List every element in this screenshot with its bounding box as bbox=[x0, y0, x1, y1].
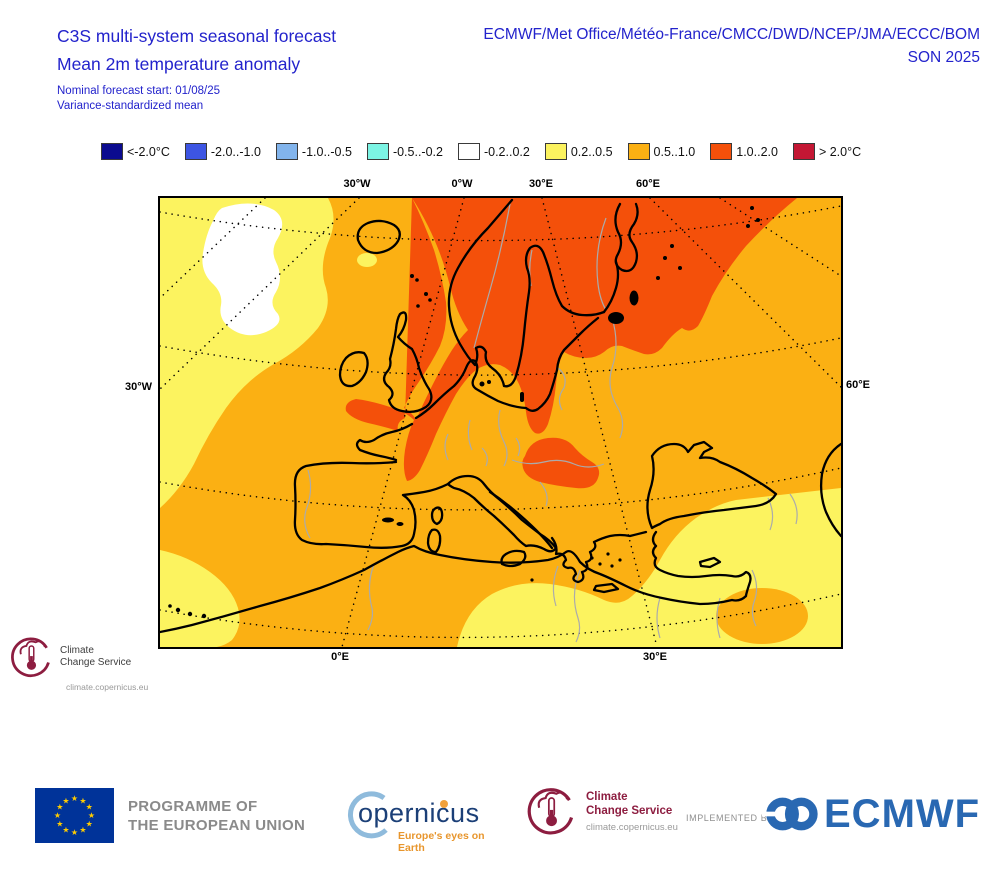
copernicus-tagline: Europe's eyes on Earth bbox=[398, 830, 485, 854]
copernicus-sun-dot-icon bbox=[440, 800, 448, 808]
svg-text:★: ★ bbox=[62, 796, 69, 805]
map-region-yellow-southwest bbox=[160, 550, 240, 647]
legend-item: 0.5..1.0 bbox=[627, 143, 696, 160]
legend-swatch bbox=[275, 143, 298, 160]
header-right: ECMWF/Met Office/Météo-France/CMCC/DWD/N… bbox=[483, 25, 980, 71]
axis-label-top-60e: 60°E bbox=[636, 178, 660, 190]
color-legend: <-2.0°C -2.0..-1.0 -1.0..-0.5 -0.5..-0.2… bbox=[101, 143, 876, 160]
svg-text:★: ★ bbox=[86, 803, 93, 812]
legend-item: -0.2..0.2 bbox=[457, 143, 530, 160]
map-region-yellow-northwest bbox=[160, 198, 334, 508]
legend-swatch bbox=[544, 143, 567, 160]
ecmwf-wordmark: ECMWF bbox=[824, 791, 981, 836]
c3s-corner-text: Climate Change Service bbox=[60, 645, 131, 669]
legend-swatch bbox=[457, 143, 480, 160]
header-left: C3S multi-system seasonal forecast Mean … bbox=[57, 22, 336, 114]
svg-text:★: ★ bbox=[56, 803, 63, 812]
legend-item: 1.0..2.0 bbox=[710, 143, 778, 160]
forecast-map bbox=[158, 196, 843, 649]
axis-label-top-30w: 30°W bbox=[343, 178, 371, 190]
ecmwf-logo: ECMWF bbox=[762, 790, 980, 838]
eu-programme-line2: THE EUROPEAN UNION bbox=[128, 817, 306, 834]
svg-text:★: ★ bbox=[56, 820, 63, 829]
legend-label: 0.5..1.0 bbox=[653, 144, 696, 159]
legend-swatch bbox=[184, 143, 207, 160]
axis-label-bottom-0e: 0°E bbox=[331, 651, 349, 663]
c3s-thermometer-icon bbox=[527, 788, 574, 835]
forecast-systems: ECMWF/Met Office/Météo-France/CMCC/DWD/N… bbox=[483, 26, 980, 43]
legend-swatch bbox=[792, 143, 815, 160]
eu-programme-line1: PROGRAMME OF bbox=[128, 798, 258, 815]
legend-swatch bbox=[101, 143, 123, 160]
svg-text:★: ★ bbox=[88, 811, 95, 820]
svg-text:★: ★ bbox=[54, 811, 61, 820]
svg-text:★: ★ bbox=[62, 826, 69, 835]
c3s-thermometer-icon bbox=[11, 637, 50, 678]
map-region-orange-notch bbox=[716, 588, 808, 644]
forecast-season: SON 2025 bbox=[907, 49, 980, 66]
footer: ★ ★ ★ ★ ★ ★ ★ ★ ★ ★ ★ ★ PROGRAMME OF THE EUROPEA… bbox=[0, 780, 990, 870]
legend-label: -1.0..-0.5 bbox=[301, 144, 352, 159]
axis-label-top-30e: 30°E bbox=[529, 178, 553, 190]
copernicus-logo: opernicus Europe's eyes on Earth bbox=[344, 786, 494, 854]
legend-label: 1.0..2.0 bbox=[736, 144, 778, 159]
legend-item: -1.0..-0.5 bbox=[275, 143, 352, 160]
lakes-and-islands bbox=[168, 206, 760, 619]
legend-swatch bbox=[710, 143, 733, 160]
svg-text:★: ★ bbox=[79, 796, 86, 805]
legend-label: > 2.0°C bbox=[818, 144, 862, 159]
legend-item: -0.5..-0.2 bbox=[366, 143, 443, 160]
svg-text:★: ★ bbox=[86, 820, 93, 829]
axis-label-left-30w: 30°W bbox=[125, 381, 153, 393]
map-canvas bbox=[160, 198, 841, 647]
c3s-corner-line1: Climate bbox=[60, 645, 94, 656]
svg-text:★: ★ bbox=[71, 828, 78, 837]
c3s-corner-line2: Change Service bbox=[60, 657, 132, 668]
legend-label: -0.5..-0.2 bbox=[392, 144, 443, 159]
legend-swatch bbox=[366, 143, 389, 160]
legend-label: -2.0..-1.0 bbox=[210, 144, 261, 159]
coastlines bbox=[160, 198, 841, 634]
page-subtitle: Mean 2m temperature anomaly bbox=[57, 54, 301, 74]
legend-item: 0.2..0.5 bbox=[544, 143, 613, 160]
c3s-corner-url: climate.copernicus.eu bbox=[66, 682, 149, 692]
map-region-neutral-atlantic bbox=[202, 203, 283, 336]
c3s-footer-logo: Climate Change Service climate.copernicu… bbox=[524, 784, 704, 838]
statistic-note: Variance-standardized mean bbox=[57, 100, 204, 112]
eu-flag-icon: ★ ★ ★ ★ ★ ★ ★ ★ ★ ★ ★ ★ bbox=[35, 788, 114, 843]
map-corner-c3s-logo: Climate Change Service climate.copernicu… bbox=[8, 634, 158, 692]
map-region-red-carpathians bbox=[522, 437, 600, 489]
legend-label: -0.2..0.2 bbox=[483, 144, 530, 159]
c3s-footer-url: climate.copernicus.eu bbox=[586, 821, 678, 833]
svg-text:★: ★ bbox=[71, 794, 78, 803]
axis-label-bottom-30e: 30°E bbox=[643, 651, 667, 663]
map-region-yellow-spot bbox=[357, 253, 377, 267]
svg-text:★: ★ bbox=[79, 826, 86, 835]
axis-label-right-60e: 60°E bbox=[846, 379, 870, 391]
c3s-footer-line2: Change Service bbox=[586, 804, 673, 817]
legend-item: <-2.0°C bbox=[101, 143, 170, 160]
implemented-by-label: IMPLEMENTED BY bbox=[686, 813, 774, 823]
legend-label: <-2.0°C bbox=[127, 144, 170, 159]
page-title: C3S multi-system seasonal forecast bbox=[57, 26, 337, 46]
ecmwf-mark-icon bbox=[762, 797, 818, 831]
copernicus-c-icon bbox=[347, 791, 388, 839]
c3s-footer-line1: Climate bbox=[586, 790, 628, 803]
legend-item: > 2.0°C bbox=[792, 143, 862, 160]
copernicus-wordmark: opernicus bbox=[358, 798, 480, 828]
legend-label: 0.2..0.5 bbox=[570, 144, 613, 159]
legend-swatch bbox=[627, 143, 650, 160]
axis-label-top-0w: 0°W bbox=[451, 178, 473, 190]
legend-item: -2.0..-1.0 bbox=[184, 143, 261, 160]
eu-programme-text: PROGRAMME OF THE EUROPEAN UNION bbox=[128, 797, 305, 835]
forecast-start-note: Nominal forecast start: 01/08/25 bbox=[57, 85, 220, 97]
country-borders bbox=[304, 203, 798, 643]
